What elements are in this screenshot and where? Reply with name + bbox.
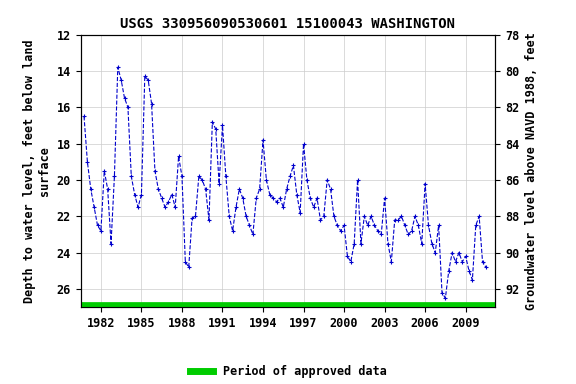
Title: USGS 330956090530601 15100043 WASHINGTON: USGS 330956090530601 15100043 WASHINGTON: [120, 17, 456, 31]
Y-axis label: Depth to water level, feet below land
surface: Depth to water level, feet below land su…: [23, 39, 51, 303]
Y-axis label: Groundwater level above NAVD 1988, feet: Groundwater level above NAVD 1988, feet: [525, 32, 538, 310]
Legend: Period of approved data: Period of approved data: [185, 361, 391, 383]
